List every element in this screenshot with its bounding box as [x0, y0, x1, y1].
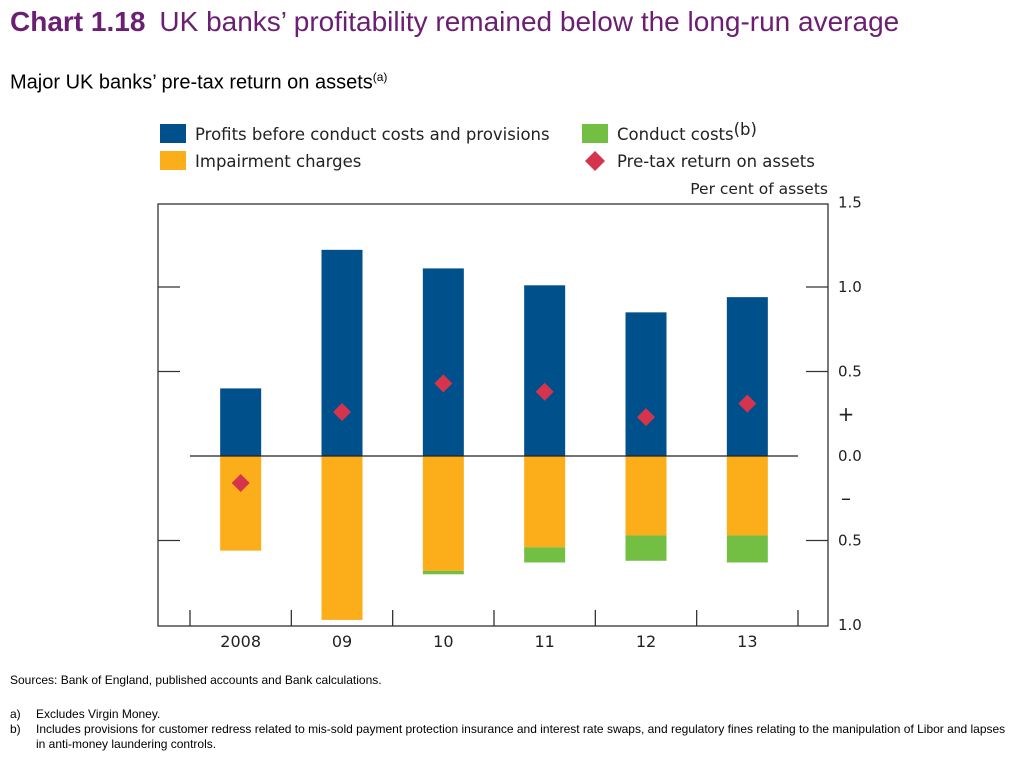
footnote: b) Includes provisions for customer redre…	[10, 722, 1010, 752]
bar-conduct-costs	[422, 570, 464, 575]
footnotes: a) Excludes Virgin Money. b) Includes provi…	[10, 707, 1010, 752]
x-tick-label: 09	[332, 632, 352, 650]
y-tick-label: 1.0	[838, 278, 862, 296]
footnote-label: b)	[10, 722, 21, 736]
x-axis: 2008 09 10 11 12 13	[189, 610, 799, 650]
y-tick-marks	[158, 286, 828, 542]
return-marker	[231, 474, 250, 493]
bar-profits	[422, 268, 464, 456]
y-tick-label: 1.5	[838, 194, 862, 212]
x-tick-label: 10	[433, 632, 453, 650]
footnote-text: Excludes Virgin Money.	[36, 707, 161, 721]
legend-profits: Profits before conduct costs and provisi…	[160, 124, 550, 144]
chart-title-text: UK banks’ profitability remained below t…	[159, 6, 900, 37]
subtitle-footnote-ref: (a)	[372, 70, 388, 84]
legend-footnote-ref: (b)	[734, 120, 757, 139]
bar-conduct-costs	[726, 535, 768, 563]
positive-sign: +	[838, 402, 855, 426]
return-marker	[535, 382, 554, 401]
return-marker	[434, 374, 453, 393]
bar-profits	[625, 312, 667, 456]
sources: Sources: Bank of England, published acco…	[10, 673, 382, 687]
legend-label: Impairment charges	[195, 152, 361, 171]
y-tick-label: 1.0	[838, 616, 862, 634]
y-axis: 1.5 1.0 0.5 0.0 0.5 1.0 + –	[838, 194, 862, 635]
bar-impairment	[524, 456, 566, 548]
negative-sign: –	[841, 486, 851, 510]
legend-label: Conduct costs(b)	[617, 120, 757, 144]
bar-profits	[726, 297, 768, 456]
y-tick-label: 0.0	[838, 447, 862, 465]
return-marker	[738, 394, 757, 413]
bar-impairment	[422, 456, 464, 571]
chart-subtitle-text: Major UK banks’ pre-tax return on assets	[10, 71, 373, 94]
x-tick-label: 2008	[220, 632, 261, 650]
bar-impairment	[625, 456, 667, 536]
bar-impairment	[726, 456, 768, 536]
return-marker	[637, 408, 655, 427]
return-marker	[333, 403, 351, 422]
footnote: a) Excludes Virgin Money.	[10, 707, 1010, 722]
chart-number: Chart 1.18	[10, 6, 146, 37]
legend-return-on-assets: Pre-tax return on assets	[585, 151, 815, 171]
x-tick-label: 12	[636, 632, 656, 650]
footnote-text: Includes provisions for customer redress…	[36, 722, 1006, 751]
bar-profits	[321, 249, 363, 456]
legend-swatch	[585, 151, 605, 171]
x-tick-label: 11	[534, 632, 554, 650]
legend-swatch	[582, 124, 608, 143]
chart-title: Chart 1.18 UK banks’ profitability remain…	[10, 6, 899, 38]
bar-impairment	[220, 456, 262, 551]
footnote-label: a)	[10, 707, 21, 721]
legend-label: Profits before conduct costs and provisi…	[195, 125, 550, 144]
legend-impairment: Impairment charges	[160, 151, 361, 171]
y-tick-label: 0.5	[838, 363, 862, 381]
y-tick-label: 0.5	[838, 532, 862, 550]
plot-frame	[157, 203, 829, 627]
legend-label: Pre-tax return on assets	[617, 152, 815, 171]
legend: Profits before conduct costs and provisi…	[160, 120, 815, 171]
chart: Profits before conduct costs and provisi…	[157, 120, 862, 650]
chart-subtitle: Major UK banks’ pre-tax return on assets…	[10, 70, 387, 95]
bars	[220, 249, 768, 620]
legend-swatch	[160, 151, 186, 170]
unit-label: Per cent of assets	[690, 180, 828, 198]
x-tick-label: 13	[737, 632, 757, 650]
bar-impairment	[321, 456, 363, 620]
bar-profits	[524, 285, 566, 456]
bar-conduct-costs	[524, 547, 566, 563]
return-markers	[231, 374, 757, 493]
bar-conduct-costs	[625, 535, 667, 561]
bar-profits	[220, 388, 262, 456]
legend-swatch	[160, 124, 186, 143]
legend-conduct-costs: Conduct costs(b)	[582, 120, 757, 144]
